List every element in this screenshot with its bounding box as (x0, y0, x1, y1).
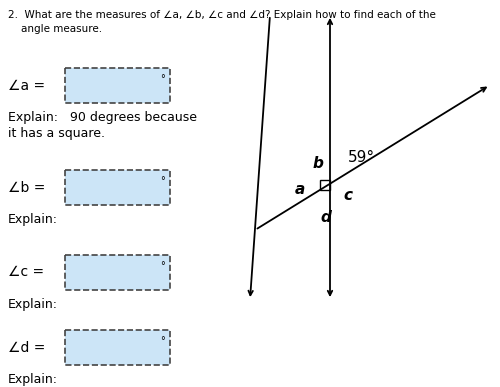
Bar (65, 68, 170, 103)
Bar (65, 255, 170, 290)
Text: angle measure.: angle measure. (8, 24, 102, 34)
Text: Explain:   90 degrees because: Explain: 90 degrees because (8, 111, 197, 124)
Text: it has a square.: it has a square. (8, 127, 105, 140)
Text: °: ° (160, 176, 165, 186)
Text: 2.  What are the measures of ∠a, ∠b, ∠c and ∠d? Explain how to find each of the: 2. What are the measures of ∠a, ∠b, ∠c a… (8, 10, 436, 20)
Bar (65, 170, 170, 205)
Text: ∠c =: ∠c = (8, 265, 44, 279)
Text: ∠b =: ∠b = (8, 180, 46, 195)
Text: a: a (295, 183, 305, 197)
Bar (320, 180, 330, 190)
Text: °: ° (160, 74, 165, 84)
Text: 59°: 59° (348, 151, 375, 166)
Text: ∠d =: ∠d = (8, 341, 46, 354)
Text: Explain:: Explain: (8, 298, 58, 311)
Text: Explain:: Explain: (8, 213, 58, 226)
Text: d: d (320, 211, 332, 226)
Bar (65, 330, 170, 365)
Text: b: b (312, 156, 324, 171)
Text: Explain:: Explain: (8, 373, 58, 386)
Text: °: ° (160, 336, 165, 346)
Text: ∠a =: ∠a = (8, 79, 45, 92)
Text: c: c (344, 187, 352, 202)
Text: °: ° (160, 261, 165, 271)
